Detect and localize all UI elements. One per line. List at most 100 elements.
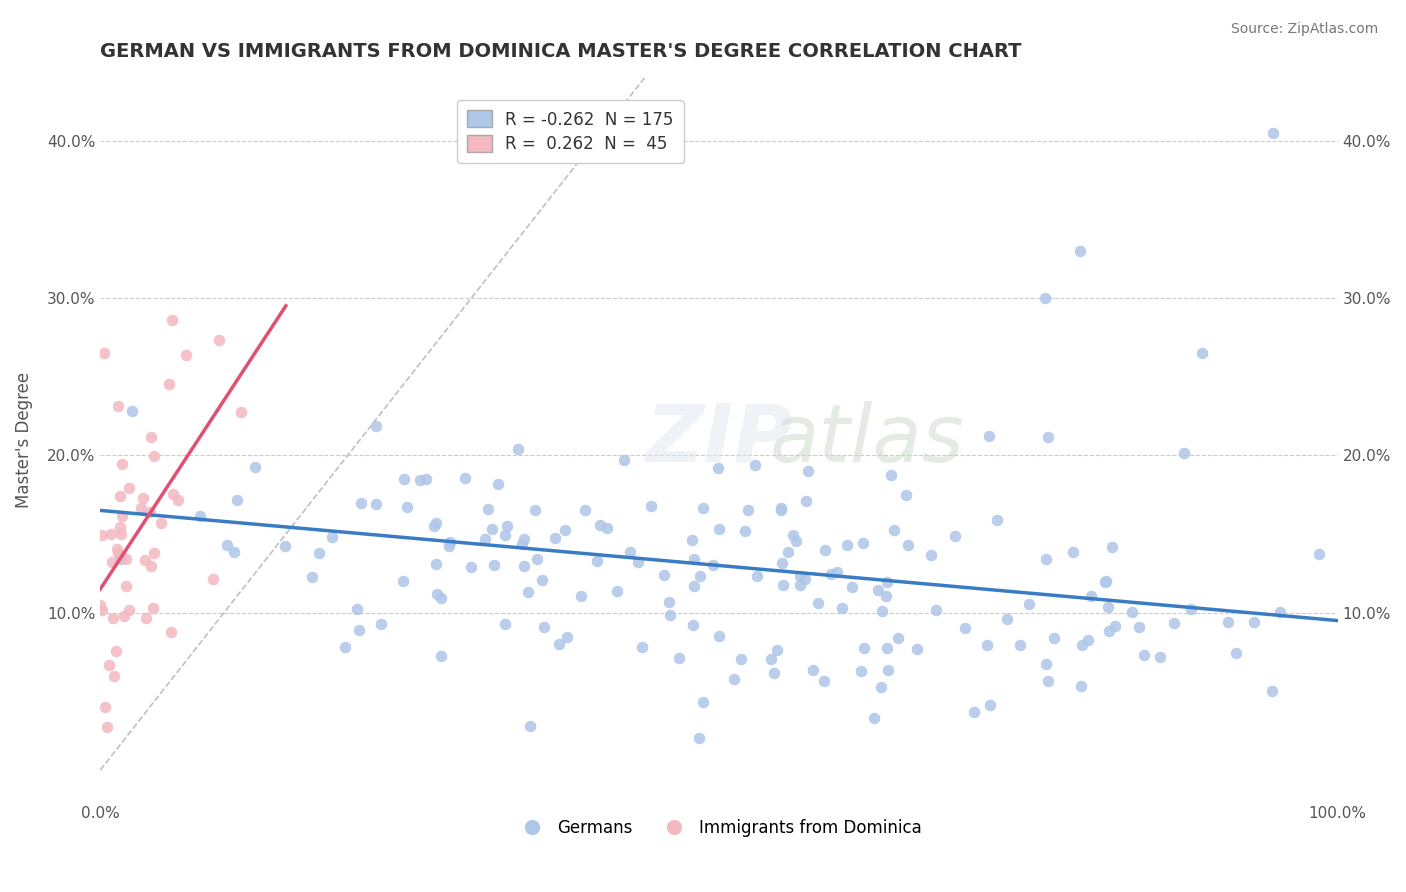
Point — [111, 457, 134, 471]
Point — [495, 518, 517, 533]
Point — [1243, 615, 1265, 630]
Point — [103, 669, 125, 683]
Point — [482, 558, 505, 572]
Point — [347, 623, 370, 637]
Point — [837, 538, 859, 552]
Point — [730, 652, 752, 666]
Point — [887, 632, 910, 646]
Point — [1163, 615, 1185, 630]
Point — [863, 711, 886, 725]
Point — [506, 442, 529, 456]
Point — [89, 598, 111, 612]
Point — [769, 503, 792, 517]
Point — [825, 565, 848, 579]
Point — [924, 603, 946, 617]
Point — [1308, 547, 1330, 561]
Text: GERMAN VS IMMIGRANTS FROM DOMINICA MASTER'S DEGREE CORRELATION CHART: GERMAN VS IMMIGRANTS FROM DOMINICA MASTE… — [100, 42, 1022, 61]
Point — [1097, 599, 1119, 614]
Point — [392, 472, 415, 486]
Point — [689, 569, 711, 583]
Point — [370, 616, 392, 631]
Point — [1077, 633, 1099, 648]
Point — [129, 501, 152, 516]
Point — [976, 638, 998, 652]
Point — [849, 664, 872, 678]
Point — [176, 348, 198, 362]
Point — [112, 609, 135, 624]
Point — [346, 602, 368, 616]
Point — [814, 543, 837, 558]
Point — [439, 535, 461, 549]
Point — [1062, 545, 1084, 559]
Point — [769, 500, 792, 515]
Point — [866, 582, 889, 597]
Point — [101, 555, 124, 569]
Point — [494, 528, 516, 542]
Point — [1216, 615, 1239, 630]
Point — [995, 611, 1018, 625]
Point — [226, 492, 249, 507]
Point — [115, 579, 138, 593]
Point — [396, 500, 419, 515]
Point — [1225, 646, 1247, 660]
Point — [683, 551, 706, 566]
Point — [702, 558, 724, 573]
Point — [350, 496, 373, 510]
Point — [1080, 589, 1102, 603]
Point — [737, 502, 759, 516]
Point — [101, 611, 124, 625]
Point — [460, 559, 482, 574]
Point — [1018, 598, 1040, 612]
Point — [789, 569, 811, 583]
Point — [627, 556, 650, 570]
Point — [1268, 605, 1291, 619]
Point — [869, 680, 891, 694]
Point — [1035, 551, 1057, 566]
Point — [245, 460, 267, 475]
Text: ZIP: ZIP — [645, 401, 793, 479]
Point — [105, 643, 128, 657]
Point — [425, 516, 447, 530]
Point — [1149, 649, 1171, 664]
Point — [1035, 657, 1057, 671]
Point — [876, 575, 898, 590]
Point — [429, 591, 451, 605]
Point — [876, 641, 898, 656]
Point — [513, 558, 536, 573]
Point — [167, 492, 190, 507]
Point — [135, 611, 157, 625]
Point — [308, 546, 330, 560]
Point — [222, 545, 245, 559]
Point — [796, 464, 818, 478]
Point — [415, 472, 437, 486]
Point — [880, 467, 903, 482]
Point — [157, 377, 180, 392]
Point — [943, 529, 966, 543]
Point — [426, 587, 449, 601]
Point — [831, 600, 853, 615]
Point — [813, 673, 835, 688]
Point — [1180, 601, 1202, 615]
Point — [682, 618, 704, 632]
Point — [1173, 446, 1195, 460]
Point — [606, 584, 628, 599]
Point — [1070, 679, 1092, 693]
Point — [1094, 574, 1116, 588]
Point — [321, 530, 343, 544]
Point — [162, 487, 184, 501]
Point — [589, 517, 612, 532]
Point — [1104, 618, 1126, 632]
Text: atlas: atlas — [770, 401, 965, 479]
Point — [142, 546, 165, 560]
Point — [523, 503, 546, 517]
Point — [745, 569, 768, 583]
Point — [668, 651, 690, 665]
Point — [640, 499, 662, 513]
Point — [905, 642, 928, 657]
Point — [118, 482, 141, 496]
Point — [162, 313, 184, 327]
Point — [96, 720, 118, 734]
Point — [110, 549, 132, 564]
Point — [977, 429, 1000, 443]
Point — [107, 399, 129, 413]
